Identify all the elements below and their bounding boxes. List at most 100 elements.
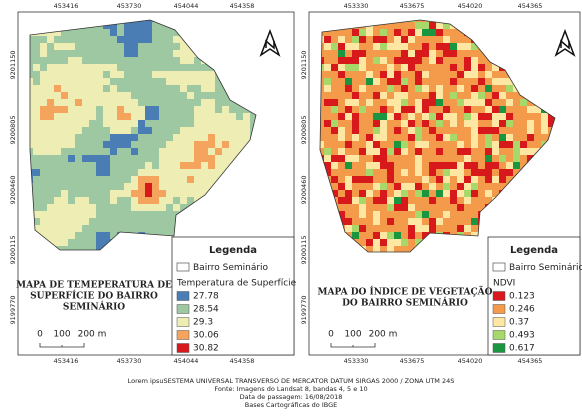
- raster-cell: [222, 141, 229, 148]
- raster-cell: [68, 239, 75, 246]
- raster-cell: [40, 204, 47, 211]
- raster-cell: [436, 36, 443, 43]
- raster-cell: [541, 169, 548, 176]
- raster-cell: [520, 99, 527, 106]
- raster-cell: [117, 57, 124, 64]
- raster-cell: [159, 36, 166, 43]
- y-coordinate: 9201150: [300, 51, 308, 80]
- raster-cell: [415, 148, 422, 155]
- legend-label: 0.37: [509, 318, 529, 328]
- raster-cell: [96, 78, 103, 85]
- north-arrow: [556, 31, 574, 55]
- raster-cell: [317, 57, 324, 64]
- raster-cell: [478, 155, 485, 162]
- raster-cell: [464, 15, 471, 22]
- raster-cell: [541, 197, 548, 204]
- legend-label: 30.06: [193, 331, 219, 341]
- raster-cell: [352, 78, 359, 85]
- raster-cell: [215, 36, 222, 43]
- raster-cell: [380, 127, 387, 134]
- raster-cell: [506, 43, 513, 50]
- raster-cell: [68, 155, 75, 162]
- raster-cell: [68, 211, 75, 218]
- raster-cell: [464, 92, 471, 99]
- raster-cell: [89, 253, 96, 260]
- raster-cell: [215, 43, 222, 50]
- raster-cell: [180, 197, 187, 204]
- raster-cell: [96, 106, 103, 113]
- raster-cell: [103, 225, 110, 232]
- raster-cell: [443, 92, 450, 99]
- raster-cell: [534, 15, 541, 22]
- raster-cell: [548, 197, 555, 204]
- raster-cell: [201, 141, 208, 148]
- raster-cell: [40, 183, 47, 190]
- raster-cell: [331, 148, 338, 155]
- raster-cell: [429, 64, 436, 71]
- raster-cell: [145, 64, 152, 71]
- raster-cell: [345, 211, 352, 218]
- raster-cell: [450, 113, 457, 120]
- legend-swatch: [177, 305, 189, 314]
- raster-cell: [236, 127, 243, 134]
- raster-cell: [250, 225, 257, 232]
- raster-cell: [243, 211, 250, 218]
- raster-cell: [450, 162, 457, 169]
- raster-cell: [68, 85, 75, 92]
- raster-cell: [387, 141, 394, 148]
- raster-cell: [243, 92, 250, 99]
- raster-cell: [124, 113, 131, 120]
- raster-cell: [520, 106, 527, 113]
- raster-cell: [471, 155, 478, 162]
- raster-cell: [264, 99, 271, 106]
- raster-cell: [338, 169, 345, 176]
- raster-cell: [429, 78, 436, 85]
- raster-cell: [229, 120, 236, 127]
- raster-cell: [173, 134, 180, 141]
- raster-cell: [422, 155, 429, 162]
- raster-cell: [534, 155, 541, 162]
- raster-cell: [96, 204, 103, 211]
- raster-cell: [89, 197, 96, 204]
- raster-cell: [345, 134, 352, 141]
- raster-cell: [250, 190, 257, 197]
- raster-cell: [152, 29, 159, 36]
- raster-cell: [264, 15, 271, 22]
- raster-cell: [485, 211, 492, 218]
- x-coordinate: 454358: [230, 2, 255, 10]
- raster-cell: [40, 211, 47, 218]
- raster-cell: [534, 71, 541, 78]
- raster-cell: [229, 50, 236, 57]
- raster-cell: [506, 50, 513, 57]
- raster-cell: [492, 120, 499, 127]
- raster-cell: [264, 169, 271, 176]
- raster-cell: [89, 141, 96, 148]
- raster-cell: [54, 218, 61, 225]
- map-title: MAPA DO ÍNDICE DE VEGETAÇÃO: [318, 286, 493, 298]
- raster-cell: [75, 232, 82, 239]
- raster-cell: [40, 92, 47, 99]
- raster-cell: [103, 92, 110, 99]
- raster-cell: [408, 169, 415, 176]
- raster-cell: [180, 120, 187, 127]
- scale-label: 0: [328, 330, 334, 340]
- raster-cell: [345, 162, 352, 169]
- raster-cell: [152, 36, 159, 43]
- raster-cell: [75, 225, 82, 232]
- legend-field: Temperatura de Superfície: [176, 279, 297, 289]
- raster-cell: [548, 183, 555, 190]
- raster-cell: [131, 253, 138, 260]
- raster-cell: [243, 15, 250, 22]
- raster-cell: [180, 155, 187, 162]
- raster-cell: [443, 148, 450, 155]
- raster-cell: [26, 197, 33, 204]
- raster-cell: [422, 225, 429, 232]
- raster-cell: [166, 218, 173, 225]
- raster-cell: [26, 162, 33, 169]
- raster-cell: [131, 239, 138, 246]
- raster-cell: [387, 57, 394, 64]
- raster-cell: [145, 50, 152, 57]
- raster-cell: [464, 239, 471, 246]
- raster-cell: [201, 22, 208, 29]
- raster-cell: [173, 71, 180, 78]
